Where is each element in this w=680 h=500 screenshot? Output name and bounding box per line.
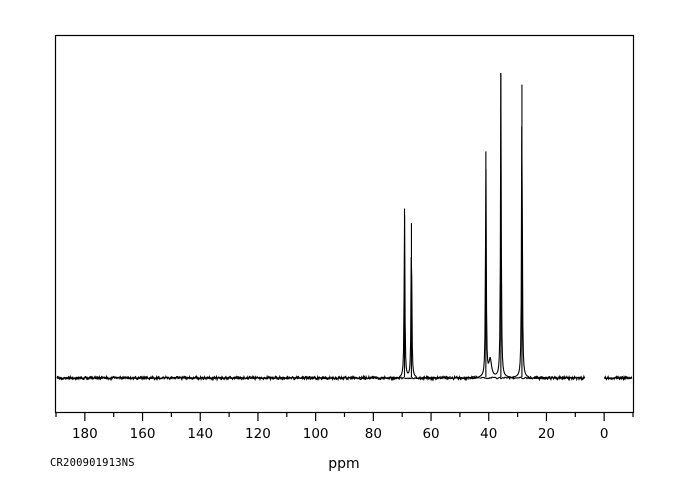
axis-tick-label: 80 [365,426,382,442]
x-axis-label: ppm [328,456,359,472]
baseline-noise-band [56,376,633,380]
axis-tick-label: 20 [538,426,555,442]
x-axis-tick-labels: 180 160 140 120 100 80 60 40 20 0 [72,426,608,442]
axis-tick-label: 180 [72,426,98,442]
axis-tick-label: 40 [480,426,497,442]
axis-tick-label: 160 [130,426,156,442]
axis-tick-label: 60 [422,426,439,442]
spectrum-trace [56,72,633,382]
axis-tick-label: 140 [187,426,213,442]
sample-id-label: CR200901913NS [50,457,135,469]
axis-tick-label: 100 [303,426,329,442]
axis-tick-label: 0 [600,426,609,442]
axis-tick-label: 120 [245,426,271,442]
x-axis-ticks [55,412,634,421]
